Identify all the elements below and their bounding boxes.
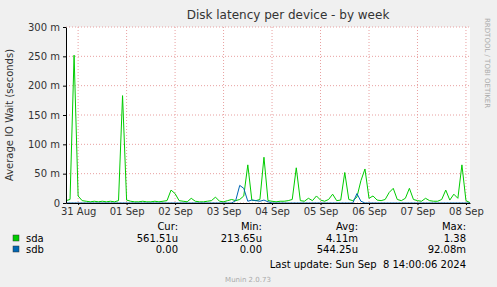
- legend-column-header: Avg:: [336, 221, 358, 232]
- x-tick-mark: [175, 203, 176, 205]
- x-tick-label: 02 Sep: [158, 206, 193, 217]
- y-tick-mark: [63, 203, 66, 204]
- x-tick-mark: [127, 203, 128, 205]
- x-tick-label: 05 Sep: [304, 206, 339, 217]
- y-tick: 200 m: [28, 80, 66, 91]
- y-tick: 100 m: [28, 139, 66, 150]
- x-tick-mark: [321, 203, 322, 205]
- y-tick-label: 0: [54, 198, 60, 209]
- x-tick-label: 31 Aug: [61, 206, 96, 217]
- plot-background: [66, 27, 470, 203]
- grid-line-y: [66, 85, 470, 86]
- x-tick-label: 04 Sep: [255, 206, 290, 217]
- y-tick-mark: [63, 115, 66, 116]
- legend-column-header: Cur:: [157, 221, 178, 232]
- y-tick-label: 150 m: [28, 110, 60, 121]
- legend-stat: 0.00: [240, 244, 262, 255]
- grid-line-x: [223, 27, 224, 203]
- x-axis: 31 Aug 01 Sep 02 Sep 03 Sep 04 Sep 05 Sep 06 S…: [61, 203, 484, 217]
- x-axis-line: [67, 203, 471, 204]
- legend-stat: 92.08m: [428, 244, 466, 255]
- legend-swatch: [13, 235, 19, 241]
- x-tick: 01 Sep: [110, 203, 145, 217]
- y-tick-label: 250 m: [28, 51, 60, 62]
- series-lines: [66, 55, 470, 203]
- y-tick-label: 300 m: [28, 22, 60, 33]
- y-axis-title: Average IO Wait (seconds): [4, 49, 15, 181]
- grid: [66, 27, 470, 203]
- legend-stat: 4.11m: [326, 233, 358, 244]
- legend-label: sdb: [26, 244, 44, 255]
- y-tick-label: 200 m: [28, 80, 60, 91]
- x-tick: 31 Aug: [61, 203, 96, 217]
- x-tick-label: 07 Sep: [401, 206, 436, 217]
- x-tick-label: 08 Sep: [449, 206, 484, 217]
- x-tick: 06 Sep: [352, 203, 387, 217]
- background: [0, 0, 497, 287]
- y-tick: 300 m: [28, 22, 66, 33]
- y-tick-label: 100 m: [28, 139, 60, 150]
- legend-stat: 544.25u: [317, 244, 358, 255]
- legend-stat: 213.65u: [221, 233, 262, 244]
- grid-line-x: [272, 27, 273, 203]
- legend-label: sda: [26, 233, 44, 244]
- grid-line-x: [369, 27, 370, 203]
- x-tick-mark: [369, 203, 370, 205]
- grid-line-y: [66, 56, 470, 57]
- footer: Munin 2.0.73: [225, 276, 271, 284]
- y-tick: 250 m: [28, 51, 66, 62]
- legend-stat: 1.38: [444, 233, 466, 244]
- y-tick-mark: [63, 27, 66, 28]
- y-axis-line: [66, 28, 67, 204]
- legend-swatch: [13, 246, 19, 252]
- y-tick: 50 m: [34, 168, 66, 179]
- x-tick: 08 Sep: [449, 203, 484, 217]
- x-tick: 05 Sep: [304, 203, 339, 217]
- legend-column-header: Max:: [442, 221, 466, 232]
- series-line: [66, 55, 470, 202]
- legend: Cur: Min: Avg: Max: sda 561.51u 213.65u 4.11m 1.…: [13, 221, 466, 255]
- x-tick-mark: [224, 203, 225, 205]
- x-tick: 03 Sep: [207, 203, 242, 217]
- x-tick-mark: [466, 203, 467, 205]
- y-tick-mark: [63, 56, 66, 57]
- y-tick-mark: [63, 86, 66, 87]
- y-tick-mark: [63, 174, 66, 175]
- x-tick: 02 Sep: [158, 203, 193, 217]
- x-tick: 07 Sep: [401, 203, 436, 217]
- legend-column-header: Min:: [241, 221, 262, 232]
- x-tick-label: 01 Sep: [110, 206, 145, 217]
- x-tick-mark: [417, 203, 418, 205]
- grid-line-x: [175, 27, 176, 203]
- title: Disk latency per device - by week: [187, 8, 390, 22]
- y-tick-label: 50 m: [34, 168, 60, 179]
- chart-svg: 0 50 m 100 m 150 m 200 m 250 m 300 m 31 Aug 01 S…: [0, 0, 497, 287]
- y-axis: 0 50 m 100 m 150 m 200 m 250 m 300 m: [28, 22, 67, 209]
- y-tick-mark: [63, 144, 66, 145]
- legend-stat: 0.00: [156, 244, 178, 255]
- x-tick-label: 06 Sep: [352, 206, 387, 217]
- last-update: Last update: Sun Sep 8 14:00:06 2024: [270, 259, 466, 270]
- x-tick-mark: [272, 203, 273, 205]
- chart-container: 0 50 m 100 m 150 m 200 m 250 m 300 m 31 Aug 01 S…: [0, 0, 497, 287]
- grid-line-x: [126, 27, 127, 203]
- x-tick-mark: [78, 203, 79, 205]
- series-line: [66, 185, 470, 203]
- grid-line-x: [320, 27, 321, 203]
- grid-line-x: [465, 27, 466, 203]
- watermark: RRDTOOL / TOBI OETIKER: [483, 18, 491, 108]
- y-tick: 150 m: [28, 110, 66, 121]
- grid-line-x: [417, 27, 418, 203]
- x-tick-label: 03 Sep: [207, 206, 242, 217]
- x-tick: 04 Sep: [255, 203, 290, 217]
- legend-stat: 561.51u: [137, 233, 178, 244]
